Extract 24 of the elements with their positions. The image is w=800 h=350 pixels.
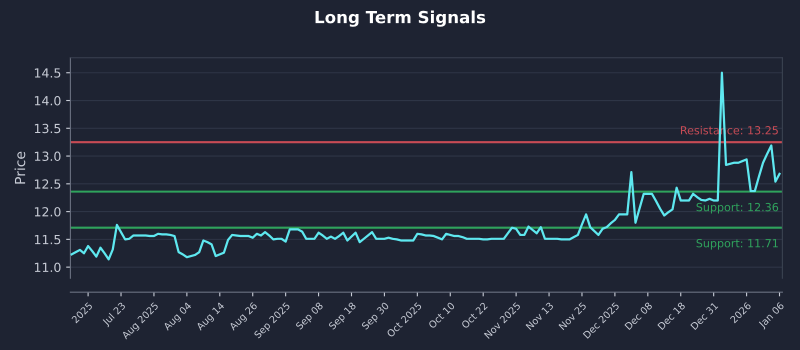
x-tick-label: Dec 08 bbox=[624, 302, 653, 330]
y-tick-label: 12.5 bbox=[34, 179, 60, 189]
x-tick-label: Nov 13 bbox=[525, 302, 554, 330]
x-tick-label: Jan 06 bbox=[758, 302, 786, 330]
x-tick-label: Sep 18 bbox=[328, 302, 358, 332]
ref-line-label: Support: 11.71 bbox=[696, 239, 778, 250]
ref-line-label: Support: 12.36 bbox=[696, 202, 778, 214]
y-tick-label: 13.5 bbox=[34, 124, 60, 134]
y-tick-label: 14.0 bbox=[34, 96, 61, 106]
y-tick-label: 11.5 bbox=[34, 235, 60, 244]
x-tick-label: Oct 10 bbox=[428, 302, 456, 329]
y-tick-label: 12.0 bbox=[34, 207, 61, 217]
x-tick-label: Nov 25 bbox=[558, 302, 587, 330]
y-tick-label: 14.5 bbox=[34, 68, 60, 78]
chart-title: Long Term Signals bbox=[316, 10, 486, 27]
y-axis-title: Price bbox=[14, 152, 26, 184]
x-tick-label: Dec 31 bbox=[690, 302, 718, 330]
y-tick-label: 11.0 bbox=[34, 262, 61, 272]
x-tick-label: Sep 08 bbox=[295, 302, 325, 332]
x-tick-label: Dec 18 bbox=[657, 302, 686, 330]
x-tick-label: Oct 22 bbox=[460, 302, 488, 329]
y-tick-label: 13.0 bbox=[34, 152, 61, 161]
x-tick-label: Jul 23 bbox=[101, 302, 128, 328]
line-series bbox=[70, 72, 781, 260]
